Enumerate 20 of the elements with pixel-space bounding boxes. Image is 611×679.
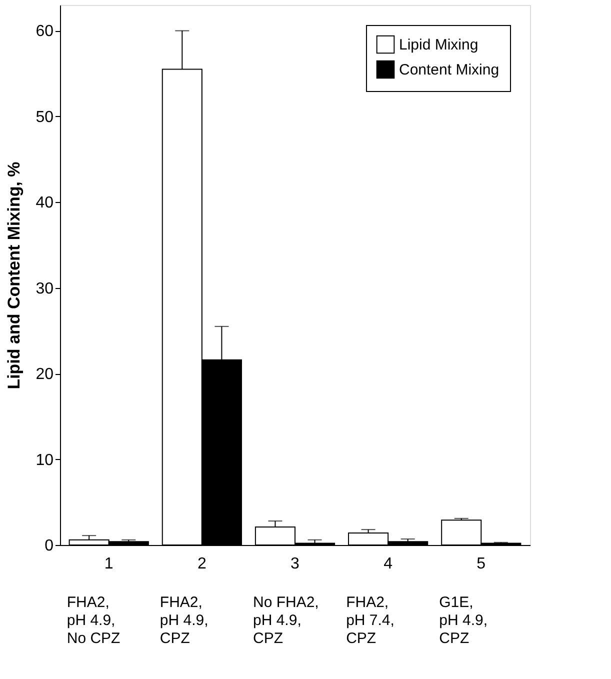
x-tick-label: 2 xyxy=(197,556,206,572)
y-tick-label: 0 xyxy=(44,538,54,554)
x-tick-label: 5 xyxy=(476,556,486,572)
y-tick-label: 60 xyxy=(36,23,54,40)
text: FHA2, pH 4.9, CPZ xyxy=(160,594,208,647)
y-tick-label: 20 xyxy=(36,366,54,384)
y-tick-label: 30 xyxy=(36,280,54,298)
y-axis-title: Lipid and Content Mixing, % xyxy=(4,162,24,390)
y-tick-label: 10 xyxy=(36,452,54,469)
x-tick-label: 1 xyxy=(104,556,114,572)
text: FHA2, pH 7.4, CPZ xyxy=(346,594,394,647)
y-tick-label: 50 xyxy=(36,108,54,126)
text: No FHA2, pH 4.9, CPZ xyxy=(253,594,319,647)
x-tick-label: 3 xyxy=(290,556,300,572)
legend-label: Content Mixing xyxy=(399,62,500,78)
y-tick-label: 40 xyxy=(36,194,54,212)
legend-label: Lipid Mixing xyxy=(399,36,478,54)
text: FHA2, pH 4.9, No CPZ xyxy=(66,594,120,647)
text: G1E, pH 4.9, CPZ xyxy=(439,594,488,647)
x-tick-label: 4 xyxy=(384,556,393,572)
